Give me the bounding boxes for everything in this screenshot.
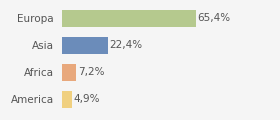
Bar — [62, 91, 72, 108]
Bar — [62, 10, 196, 27]
Bar — [62, 37, 108, 54]
Bar — [62, 64, 76, 81]
Text: 22,4%: 22,4% — [109, 40, 142, 50]
Text: 7,2%: 7,2% — [78, 67, 104, 77]
Text: 4,9%: 4,9% — [73, 94, 100, 104]
Text: 65,4%: 65,4% — [197, 13, 231, 23]
